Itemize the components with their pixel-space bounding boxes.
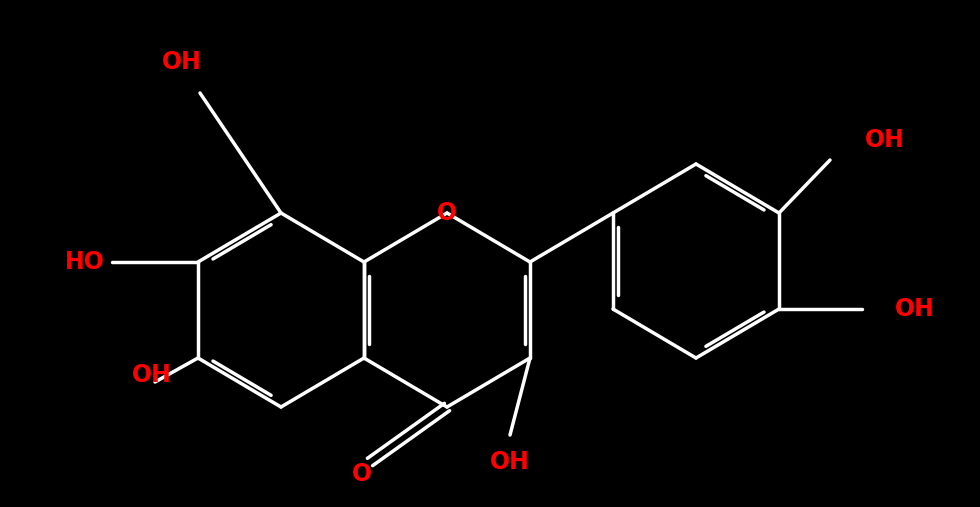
Text: OH: OH (162, 50, 202, 74)
Text: O: O (352, 462, 372, 486)
Text: OH: OH (895, 297, 935, 321)
Text: HO: HO (65, 250, 105, 274)
Text: OH: OH (490, 450, 530, 474)
Text: O: O (437, 201, 457, 225)
Text: OH: OH (865, 128, 905, 152)
Text: OH: OH (132, 363, 172, 387)
